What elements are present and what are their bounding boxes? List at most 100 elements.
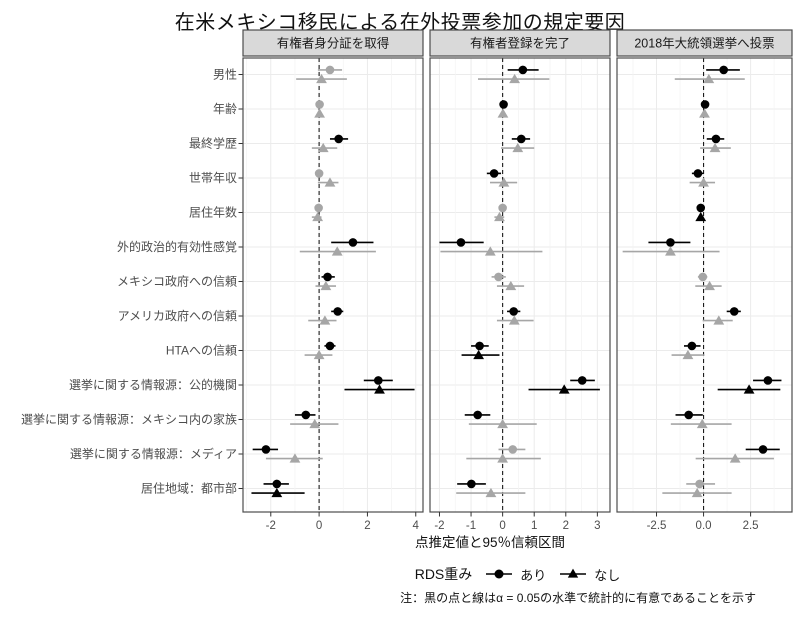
- y-axis-label: 最終学歴: [189, 136, 237, 151]
- x-tick-label: 3: [594, 520, 600, 532]
- estimate-triangle: [682, 349, 694, 360]
- y-axis-label: 年齢: [213, 101, 237, 116]
- estimate-circle: [315, 100, 324, 109]
- panel-border: [616, 57, 793, 513]
- estimate-circle: [334, 134, 343, 144]
- x-tick-label: 2: [563, 520, 569, 532]
- estimate-circle: [325, 341, 335, 351]
- estimate-triangle: [695, 211, 707, 222]
- y-axis-label: 選挙に関する情報源：メキシコ内の家族: [21, 412, 237, 427]
- facet-strip: [242, 29, 424, 57]
- estimate-circle: [323, 272, 332, 282]
- estimate-circle: [696, 203, 706, 213]
- panel-data: [439, 65, 600, 498]
- estimate-triangle: [509, 73, 521, 84]
- panel-border: [429, 57, 611, 513]
- estimate-circle: [498, 203, 507, 213]
- estimate-circle: [687, 341, 697, 351]
- estimate-triangle: [699, 108, 710, 118]
- estimate-circle: [509, 307, 518, 316]
- legend: RDS重み あり なし: [243, 564, 792, 584]
- legend-item-weighted: あり: [485, 565, 546, 584]
- estimate-circle: [508, 445, 518, 454]
- chart-title: 在米メキシコ移民による在外投票参加の規定要因: [174, 12, 626, 34]
- estimate-triangle: [484, 246, 496, 256]
- x-tick-label: 0: [499, 520, 505, 532]
- estimate-circle: [499, 100, 508, 109]
- estimate-triangle: [558, 384, 570, 394]
- estimate-triangle: [473, 349, 485, 360]
- y-axis-label: アメリカ政府への信頼: [118, 308, 237, 323]
- x-tick-label: -2: [266, 520, 276, 532]
- estimate-circle: [729, 307, 739, 316]
- y-axis-label: 選挙に関する情報源：公的機関: [69, 377, 237, 392]
- estimate-triangle: [704, 280, 715, 291]
- estimate-circle: [467, 479, 476, 489]
- estimate-triangle: [317, 142, 329, 153]
- estimate-circle: [763, 376, 773, 385]
- y-axis-label: 男性: [213, 68, 237, 82]
- y-axis-label: 選挙に関する情報源：メディア: [70, 446, 237, 461]
- estimate-circle: [333, 307, 343, 316]
- circle-marker-icon: [486, 569, 513, 579]
- estimate-triangle: [505, 280, 517, 291]
- estimate-triangle: [497, 418, 509, 429]
- significance-note: 注：黒の点と線はα = 0.05の水準で統計的に有意であることを示す: [400, 591, 756, 605]
- y-axis-label: 世帯年収: [189, 171, 237, 185]
- estimate-triangle: [497, 108, 509, 118]
- estimate-triangle: [743, 384, 755, 394]
- estimate-triangle: [374, 384, 385, 394]
- estimate-triangle: [313, 349, 325, 360]
- estimate-triangle: [324, 177, 336, 187]
- estimate-circle: [577, 376, 587, 385]
- estimate-triangle: [485, 487, 497, 498]
- estimate-circle: [494, 272, 503, 282]
- x-tick-label: 0.0: [696, 520, 712, 532]
- facet-strip-label: 有権者身分証を取得: [277, 36, 390, 51]
- estimate-circle: [301, 410, 311, 420]
- y-axis-label: メキシコ政府への信頼: [117, 274, 237, 289]
- estimate-triangle: [314, 108, 325, 118]
- estimate-triangle: [729, 453, 741, 463]
- x-tick-label: -1: [466, 520, 476, 532]
- facet-panel-1: -2 -1 0 1 2 3 有権者登録を完了: [429, 29, 611, 532]
- legend-item-unweighted: なし: [559, 565, 620, 584]
- estimate-circle: [666, 238, 675, 247]
- panel-border: [242, 57, 424, 513]
- estimate-circle: [348, 238, 358, 247]
- legend-label-weighted: あり: [520, 567, 547, 583]
- facet-strip-label: 有権者登録を完了: [470, 36, 570, 51]
- estimate-triangle: [316, 73, 327, 84]
- estimate-circle: [684, 410, 693, 420]
- x-tick-label: 2.5: [743, 520, 759, 532]
- estimate-triangle: [709, 142, 721, 153]
- estimate-triangle: [508, 315, 520, 325]
- x-tick-label: 2: [364, 520, 370, 532]
- estimate-circle: [719, 65, 728, 75]
- facet-strip: [616, 29, 793, 57]
- x-axis-title: 点推定値と95％信頼区間: [414, 535, 566, 550]
- estimate-circle: [261, 445, 271, 454]
- legend-label-unweighted: なし: [594, 567, 621, 583]
- estimate-circle: [374, 376, 383, 385]
- estimate-circle: [325, 65, 335, 75]
- x-tick-label: 0: [316, 520, 322, 532]
- estimate-circle: [456, 238, 466, 247]
- estimate-circle: [314, 169, 324, 178]
- forest-plot: 男性年齢最終学歴世帯年収居住年数外的政治的有効性感覚メキシコ政府への信頼アメリカ…: [21, 29, 793, 532]
- y-axis-label: 居住年数: [189, 205, 237, 220]
- estimate-circle: [314, 203, 323, 213]
- estimate-triangle: [271, 487, 283, 498]
- y-axis-label: 居住地域：都市部: [141, 481, 237, 496]
- estimate-triangle: [320, 280, 332, 291]
- estimate-triangle: [497, 453, 509, 463]
- x-tick-label: -2: [434, 520, 444, 532]
- estimate-triangle: [691, 487, 703, 498]
- estimate-triangle: [665, 246, 676, 256]
- estimate-circle: [711, 134, 721, 144]
- estimate-triangle: [696, 418, 708, 429]
- estimate-circle: [695, 479, 704, 489]
- facet-panel-2: -2.5 0.0 2.5 2018年大統領選挙へ投票: [616, 29, 793, 532]
- facet-strip-label: 2018年大統領選挙へ投票: [634, 36, 774, 51]
